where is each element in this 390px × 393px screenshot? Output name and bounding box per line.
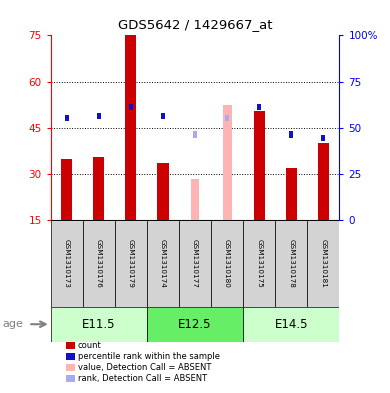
Bar — [83, 220, 115, 307]
Text: E14.5: E14.5 — [275, 318, 308, 331]
Bar — [243, 220, 275, 307]
Text: E12.5: E12.5 — [178, 318, 212, 331]
Bar — [115, 220, 147, 307]
Bar — [157, 163, 168, 220]
Bar — [275, 220, 307, 307]
Text: count: count — [78, 341, 102, 349]
Text: GSM1310173: GSM1310173 — [64, 239, 70, 288]
Bar — [193, 131, 197, 138]
Text: GSM1310177: GSM1310177 — [192, 239, 198, 288]
Bar — [61, 158, 73, 220]
Bar — [65, 115, 69, 121]
Bar — [147, 307, 243, 342]
Text: GSM1310181: GSM1310181 — [320, 239, 326, 288]
Text: value, Detection Call = ABSENT: value, Detection Call = ABSENT — [78, 363, 211, 371]
Bar — [318, 143, 329, 220]
Bar — [321, 135, 325, 141]
Bar — [289, 131, 293, 138]
Bar — [257, 104, 261, 110]
Text: GSM1310176: GSM1310176 — [96, 239, 102, 288]
Bar — [254, 111, 265, 220]
Text: rank, Detection Call = ABSENT: rank, Detection Call = ABSENT — [78, 374, 207, 382]
Bar — [243, 307, 339, 342]
Text: E11.5: E11.5 — [82, 318, 115, 331]
Bar — [161, 113, 165, 119]
Bar — [307, 220, 339, 307]
Bar — [225, 115, 229, 121]
Text: GSM1310175: GSM1310175 — [256, 239, 262, 288]
Bar — [223, 105, 232, 220]
Bar — [147, 220, 179, 307]
Bar — [125, 35, 136, 220]
Text: GSM1310180: GSM1310180 — [224, 239, 230, 288]
Text: GSM1310174: GSM1310174 — [160, 239, 166, 288]
Text: GDS5642 / 1429667_at: GDS5642 / 1429667_at — [118, 18, 272, 31]
Text: GSM1310179: GSM1310179 — [128, 239, 134, 288]
Bar — [285, 168, 297, 220]
Bar — [51, 307, 147, 342]
Text: age: age — [3, 319, 23, 329]
Bar — [93, 157, 105, 220]
Bar — [190, 178, 200, 220]
Bar — [129, 104, 133, 110]
Bar — [97, 113, 101, 119]
Text: percentile rank within the sample: percentile rank within the sample — [78, 352, 220, 360]
Bar — [51, 220, 83, 307]
Bar — [211, 220, 243, 307]
Bar — [179, 220, 211, 307]
Text: GSM1310178: GSM1310178 — [288, 239, 294, 288]
